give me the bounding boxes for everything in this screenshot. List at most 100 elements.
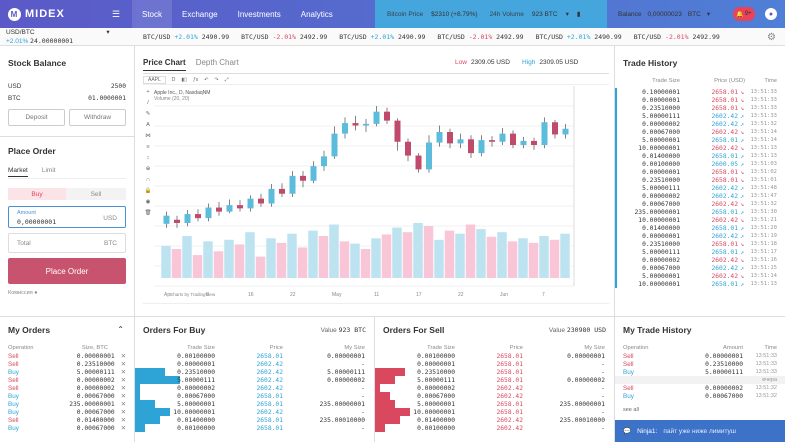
table-row[interactable]: 0.00100000 2658.01 0.00000001: [375, 352, 614, 360]
close-icon[interactable]: ✕: [120, 400, 126, 408]
price: 2658.01: [496, 368, 523, 376]
ticker-item[interactable]: BTC/USD -2.01% 2492.99: [634, 33, 720, 41]
tab-market[interactable]: Market: [8, 167, 28, 177]
trade-size: 0.00000001: [642, 232, 680, 240]
volume-bar: [182, 235, 192, 278]
close-icon[interactable]: ✕: [120, 376, 126, 384]
table-row[interactable]: 0.00000002 2602.42 -: [135, 384, 374, 392]
nav-stock[interactable]: Stock: [132, 0, 173, 28]
user-avatar-icon[interactable]: ●: [765, 8, 777, 20]
deposit-button[interactable]: Deposit: [8, 109, 65, 126]
nav-analytics[interactable]: Analytics: [300, 9, 333, 19]
close-icon[interactable]: ✕: [120, 392, 126, 400]
fullscreen-icon[interactable]: ⤢: [224, 76, 229, 83]
table-row[interactable]: 10.00000001 2658.01 -: [375, 408, 614, 416]
balance-widget[interactable]: Balance 0,00000023 BTC ▾: [618, 0, 710, 28]
line-icon[interactable]: /: [147, 100, 149, 106]
order-size: 0.00000001: [76, 352, 115, 360]
table-row[interactable]: 0.01400000 2658.01 235.00010000: [135, 416, 374, 424]
close-icon[interactable]: ✕: [120, 416, 126, 424]
my-size: 5.00000111: [327, 368, 365, 376]
chat-widget[interactable]: 💬 Ninja1: пайт уже ниже лимитуш: [615, 420, 785, 442]
trade-price: 2602.42: [711, 184, 738, 192]
trade-history-panel: Trade History Trade Size Price (USD) Tim…: [615, 46, 785, 316]
dropdown-icon[interactable]: ▾: [565, 11, 569, 18]
crosshair-icon[interactable]: +: [146, 89, 150, 95]
place-order-button[interactable]: Place Order: [8, 258, 126, 284]
table-row[interactable]: 0.00000001 2658.01 -: [375, 360, 614, 368]
table-row[interactable]: 5.00000001 2658.01 235.00000001: [135, 400, 374, 408]
withdraw-button[interactable]: Withdraw: [69, 109, 126, 126]
table-row[interactable]: 5.00000111 2602.42 0.00000002: [135, 376, 374, 384]
undo-icon[interactable]: ↶: [204, 76, 209, 83]
pair-selector[interactable]: USD/BTC ▾ +2.01% 24.00000001: [6, 29, 110, 46]
chart-icon[interactable]: ▮: [576, 11, 581, 18]
trade-time: 13:51:47: [750, 193, 778, 199]
logo[interactable]: M MIDEX: [0, 7, 112, 21]
table-row[interactable]: 0.00100000 2658.01 0.00000001: [135, 352, 374, 360]
pen-icon[interactable]: ✎: [145, 111, 151, 117]
trade-time: 13:51:01: [750, 177, 778, 183]
gear-icon[interactable]: ⚙: [767, 32, 776, 43]
order-size-cell: 0.23510000 ✕: [77, 361, 126, 368]
buy-toggle[interactable]: Buy: [8, 188, 66, 200]
table-row: 0.00000001 2602.42 ↗ 13:51:19: [617, 232, 785, 240]
ticker-item[interactable]: BTC/USD +2.01% 2490.99: [339, 33, 425, 41]
tab-limit[interactable]: Limit: [41, 167, 56, 174]
ticker-item[interactable]: BTC/USD -2.01% 2492.99: [437, 33, 523, 41]
table-row[interactable]: 0.00067000 2658.01 -: [135, 392, 374, 400]
close-icon[interactable]: ✕: [120, 352, 126, 360]
candlestick-chart[interactable]: Apr 8 16 22 May 11 17 22 Jun 7: [154, 86, 600, 301]
nav-exchange[interactable]: Exchange: [182, 9, 218, 19]
menu-icon[interactable]: ☰: [112, 9, 121, 19]
table-row: 5.00000111 2602.42 ↗ 13:51:33: [617, 112, 785, 120]
tab-price-chart[interactable]: Price Chart: [143, 58, 186, 71]
pattern-icon[interactable]: ⋈: [145, 133, 151, 139]
total-field[interactable]: Total BTC: [8, 233, 126, 253]
table-row[interactable]: 10.00000001 2602.42 -: [135, 408, 374, 416]
candle-icon[interactable]: ▮▯: [181, 76, 187, 83]
table-row[interactable]: 0.00000001 2602.42 -: [135, 360, 374, 368]
table-row[interactable]: 0.00100000 2658.01 -: [135, 424, 374, 432]
amount-field[interactable]: Amount 0,00000001 USD: [8, 206, 126, 228]
tab-depth-chart[interactable]: Depth Chart: [195, 58, 239, 67]
lock-icon[interactable]: 🔒: [144, 188, 152, 194]
redo-icon[interactable]: ↷: [214, 76, 219, 83]
ticker-item[interactable]: BTC/USD -2.01% 2492.99: [241, 33, 327, 41]
chevron-up-icon[interactable]: ⌃: [117, 325, 124, 334]
table-row[interactable]: 5.00000001 2658.01 235.00000001: [375, 400, 614, 408]
close-icon[interactable]: ✕: [120, 408, 126, 416]
table-row[interactable]: 5.00000111 2658.01 0.00000002: [375, 376, 614, 384]
close-icon[interactable]: ✕: [120, 384, 126, 392]
eye-icon[interactable]: ◉: [145, 199, 151, 205]
ruler-icon[interactable]: ↕: [146, 155, 150, 161]
notifications-button[interactable]: 🔔 9+: [733, 7, 755, 21]
trash-icon[interactable]: 🗑: [144, 210, 152, 216]
fib-icon[interactable]: ≡: [146, 144, 150, 150]
price: 2602.42: [496, 424, 523, 432]
table-row: Sell 0.00000002 13:51:32: [615, 384, 785, 392]
table-row[interactable]: 0.00067000 2602.42 -: [375, 392, 614, 400]
close-icon[interactable]: ✕: [120, 360, 126, 368]
value-amount: 230980 USD: [566, 326, 606, 334]
zoom-icon[interactable]: ⊕: [145, 166, 151, 172]
table-row[interactable]: 0.00000002 2602.42 -: [375, 384, 614, 392]
close-icon[interactable]: ✕: [120, 424, 126, 432]
indicator-icon[interactable]: ƒx: [192, 76, 199, 83]
table-row[interactable]: 0.23510000 2602.42 5.00000111: [135, 368, 374, 376]
symbol-input[interactable]: AAPL: [143, 75, 166, 84]
candle-body: [363, 123, 369, 126]
table-row[interactable]: 0.23510000 2658.01 -: [375, 368, 614, 376]
close-icon[interactable]: ✕: [120, 368, 126, 376]
nav-investments[interactable]: Investments: [237, 9, 281, 19]
ticker-item[interactable]: BTC/USD +2.01% 2490.99: [143, 33, 229, 41]
magnet-icon[interactable]: ∩: [146, 177, 150, 183]
see-all-link[interactable]: see all: [623, 407, 639, 413]
ticker-item[interactable]: BTC/USD +2.01% 2490.99: [536, 33, 622, 41]
sell-toggle[interactable]: Sell: [66, 188, 126, 200]
interval-icon[interactable]: D: [171, 76, 176, 83]
balance-currency: USD: [8, 82, 22, 90]
text-icon[interactable]: A: [146, 122, 150, 128]
table-row[interactable]: 0.00100000 2602.42 -: [375, 424, 614, 432]
table-row[interactable]: 0.01400000 2602.42 235.00010000: [375, 416, 614, 424]
